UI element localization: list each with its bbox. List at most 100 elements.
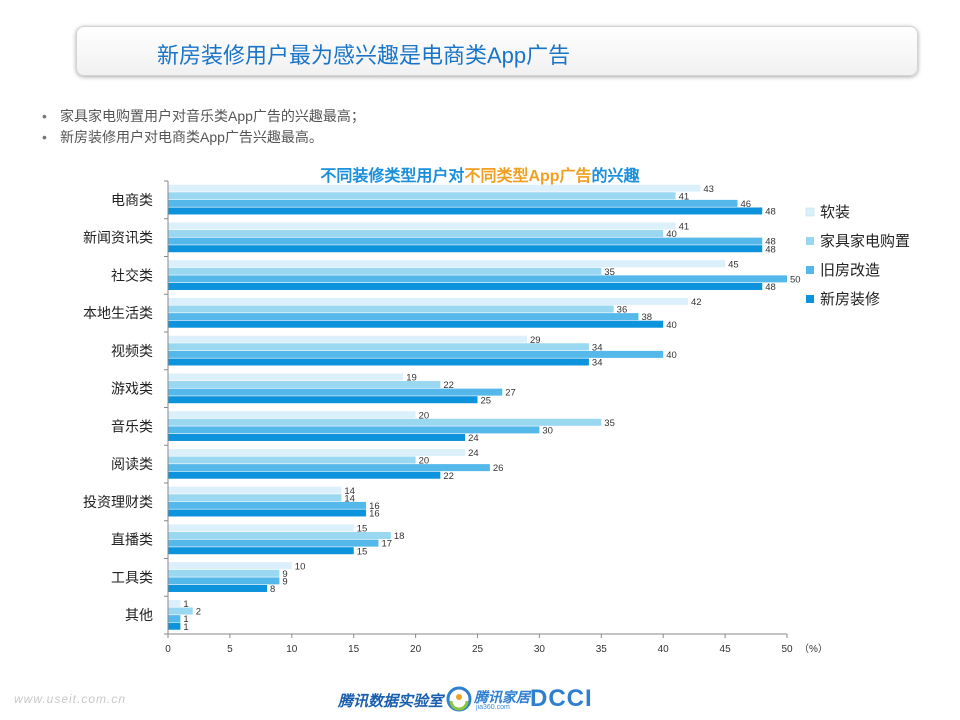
bar-9-2 — [168, 494, 342, 502]
data-label: 26 — [493, 463, 504, 474]
data-label: 9 — [282, 569, 287, 580]
legend-label: 软装 — [820, 204, 850, 221]
data-label: 20 — [419, 456, 430, 467]
data-label: 22 — [443, 380, 454, 391]
page-title: 新房装修用户最为感兴趣是电商类App广告 — [157, 43, 571, 68]
data-label: 34 — [592, 342, 603, 353]
bar-1-2 — [168, 192, 676, 200]
x-tick-label: 0 — [165, 644, 171, 655]
data-label: 34 — [592, 358, 603, 369]
bar-12-4 — [168, 622, 181, 630]
bar-5-4 — [168, 358, 589, 366]
bar-8-1 — [168, 448, 466, 456]
bar-1-4 — [168, 207, 763, 215]
bar-chart: 43414648电商类41404848新闻资讯类45355048社交类42363… — [83, 180, 910, 655]
data-label: 16 — [369, 501, 380, 512]
data-label: 40 — [666, 350, 677, 361]
tencent-home-logo-icon — [446, 686, 472, 712]
bar-10-4 — [168, 547, 354, 555]
data-label: 35 — [604, 418, 615, 429]
data-label: 36 — [617, 305, 628, 316]
bar-10-2 — [168, 532, 391, 540]
footer: www.useit.com.cn 腾讯数据实验室 腾讯家居 jia360.com… — [0, 680, 960, 720]
bar-9-4 — [168, 509, 367, 517]
bar-6-4 — [168, 396, 478, 404]
data-label: 10 — [295, 561, 306, 572]
data-label: 41 — [679, 222, 690, 233]
data-label: 1 — [183, 622, 188, 633]
bar-3-1 — [168, 260, 726, 268]
bar-5-2 — [168, 343, 589, 351]
data-label: 42 — [691, 297, 702, 308]
data-label: 41 — [679, 191, 690, 202]
x-tick-label: 5 — [227, 644, 233, 655]
x-tick-label: 25 — [472, 644, 484, 655]
category-label: 阅读类 — [111, 456, 153, 472]
data-label: 50 — [790, 274, 801, 285]
data-label: 48 — [765, 237, 776, 248]
bullet-item: • 家具家电购置用户对音乐类App广告的兴趣最高； — [42, 106, 365, 127]
bar-4-4 — [168, 320, 664, 328]
data-label: 38 — [641, 312, 652, 323]
data-label: 46 — [740, 199, 751, 210]
data-label: 19 — [406, 373, 417, 384]
chart-title: 不同装修类型用户对不同类型App广告的兴趣 — [320, 168, 640, 185]
bar-4-1 — [168, 297, 688, 305]
legend-label: 旧房改造 — [820, 262, 880, 279]
bar-8-2 — [168, 456, 416, 464]
data-label: 35 — [604, 267, 615, 278]
data-label: 29 — [530, 335, 541, 346]
x-tick-label: 15 — [348, 644, 360, 655]
bar-9-3 — [168, 501, 367, 509]
category-label: 电商类 — [111, 192, 153, 208]
data-label: 27 — [505, 388, 516, 399]
bar-7-4 — [168, 433, 466, 441]
data-label: 43 — [703, 184, 714, 195]
x-tick-label: 45 — [720, 644, 732, 655]
dcci-logo: DCCI — [530, 685, 593, 712]
bar-11-2 — [168, 569, 280, 577]
data-label: 48 — [765, 282, 776, 293]
data-label: 24 — [468, 433, 479, 444]
category-label: 本地生活类 — [83, 305, 153, 321]
category-label: 社交类 — [111, 267, 153, 283]
watermark-text: www.useit.com.cn — [14, 692, 127, 706]
bar-3-4 — [168, 282, 763, 290]
tencent-lab-logo: 腾讯数据实验室 — [338, 693, 444, 710]
bullet-dot-icon: • — [42, 129, 47, 145]
data-label: 2 — [196, 607, 201, 618]
bar-6-1 — [168, 373, 404, 381]
data-label: 14 — [344, 493, 355, 504]
bar-6-2 — [168, 381, 441, 389]
bar-3-3 — [168, 275, 787, 283]
legend-swatch — [806, 295, 814, 303]
x-tick-label: 30 — [534, 644, 546, 655]
legend-swatch — [806, 237, 814, 245]
x-tick-label: 20 — [410, 644, 422, 655]
bar-5-3 — [168, 350, 664, 358]
data-label: 48 — [765, 207, 776, 218]
bar-2-4 — [168, 245, 763, 253]
bar-2-2 — [168, 230, 664, 238]
data-label: 18 — [394, 531, 405, 542]
data-label: 1 — [183, 599, 188, 610]
bar-7-3 — [168, 426, 540, 434]
legend-swatch — [805, 207, 815, 217]
bar-11-1 — [168, 562, 292, 570]
tencent-home-brand: 腾讯家居 — [474, 689, 530, 705]
bar-12-1 — [168, 599, 181, 607]
tencent-home-domain: jia360.com — [476, 704, 510, 711]
bullet-item: • 新房装修用户对电商类App广告兴趣最高。 — [42, 127, 365, 148]
data-label: 15 — [357, 546, 368, 557]
category-label: 视频类 — [111, 343, 153, 359]
data-label: 22 — [443, 471, 454, 482]
data-label: 17 — [381, 539, 392, 550]
data-label: 45 — [728, 259, 739, 270]
data-label: 40 — [666, 320, 677, 331]
bar-2-3 — [168, 237, 763, 245]
bullet-list: • 家具家电购置用户对音乐类App广告的兴趣最高； • 新房装修用户对电商类App广… — [42, 106, 365, 148]
bar-11-4 — [168, 584, 268, 592]
bar-4-3 — [168, 313, 639, 321]
bar-1-1 — [168, 184, 701, 192]
legend-label: 新房装修 — [820, 291, 880, 308]
